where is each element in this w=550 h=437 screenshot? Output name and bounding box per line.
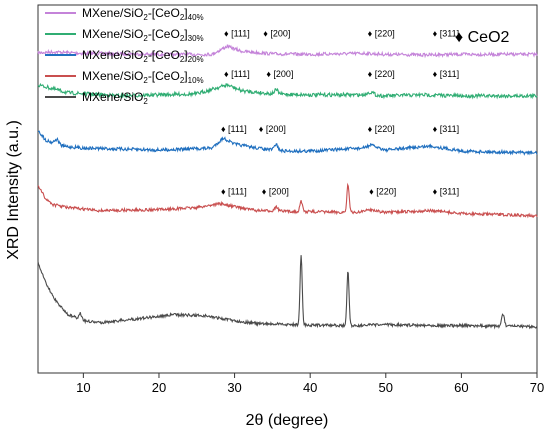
- peak-annotation: ♦ [311]: [433, 187, 459, 197]
- series-line: [37, 43, 538, 59]
- annotation-layer: ♦ [111] ♦ [200] ♦ [220] ♦ [311] ♦ [111] ♦ [20…: [221, 28, 459, 196]
- series-line: [37, 182, 538, 219]
- x-tick-label: 20: [152, 380, 166, 395]
- peak-annotation: ♦ [220]: [368, 124, 395, 134]
- peak-annotation: ♦ [311]: [433, 124, 459, 134]
- peak-annotation: ♦ [200]: [259, 124, 286, 134]
- legend-label: MXene/SiO2-[CeO2]30%: [82, 27, 204, 43]
- peak-annotation: ♦ [111]: [221, 124, 247, 134]
- peak-annotation: ♦ [220]: [368, 28, 395, 38]
- x-tick-label: 40: [303, 380, 317, 395]
- legend-label: MXene/SiO2-[CeO2]20%: [82, 48, 204, 64]
- x-axis-label: 2θ (degree): [246, 412, 329, 429]
- series-line: [37, 130, 538, 156]
- peak-annotation: ♦ [220]: [368, 69, 395, 79]
- series-line: [37, 255, 538, 330]
- legend-label: MXene/SiO2: [82, 90, 148, 106]
- peak-annotation: ♦ [111]: [224, 69, 250, 79]
- y-axis-label: XRD Intensity (a.u.): [5, 120, 22, 260]
- series-layer: [37, 43, 538, 330]
- legend-label: MXene/SiO2-[CeO2]40%: [82, 6, 204, 22]
- plot-frame: [37, 4, 538, 374]
- peak-annotation: ♦ [220]: [369, 187, 396, 197]
- peak-annotation: ♦ [111]: [224, 28, 250, 38]
- peak-annotation: ♦ [200]: [262, 187, 289, 197]
- legend: MXene/SiO2-[CeO2]40% MXene/SiO2-[CeO2]30%…: [45, 6, 204, 106]
- peak-annotation: ♦ [111]: [221, 187, 247, 197]
- x-tick-label: 70: [530, 380, 544, 395]
- series-line: [37, 82, 538, 100]
- peak-annotation: ♦ [311]: [433, 28, 459, 38]
- marker-legend: ♦ CeO2: [455, 29, 510, 46]
- x-axis: 10 20 30 40 50 60 70: [76, 373, 544, 395]
- x-tick-label: 30: [227, 380, 241, 395]
- peak-annotation: ♦ [200]: [266, 69, 293, 79]
- x-tick-label: 50: [379, 380, 393, 395]
- x-tick-label: 10: [76, 380, 90, 395]
- peak-annotation: ♦ [200]: [263, 28, 290, 38]
- peak-annotation: ♦ [311]: [433, 69, 459, 79]
- legend-label: MXene/SiO2-[CeO2]10%: [82, 69, 204, 85]
- x-tick-label: 60: [454, 380, 468, 395]
